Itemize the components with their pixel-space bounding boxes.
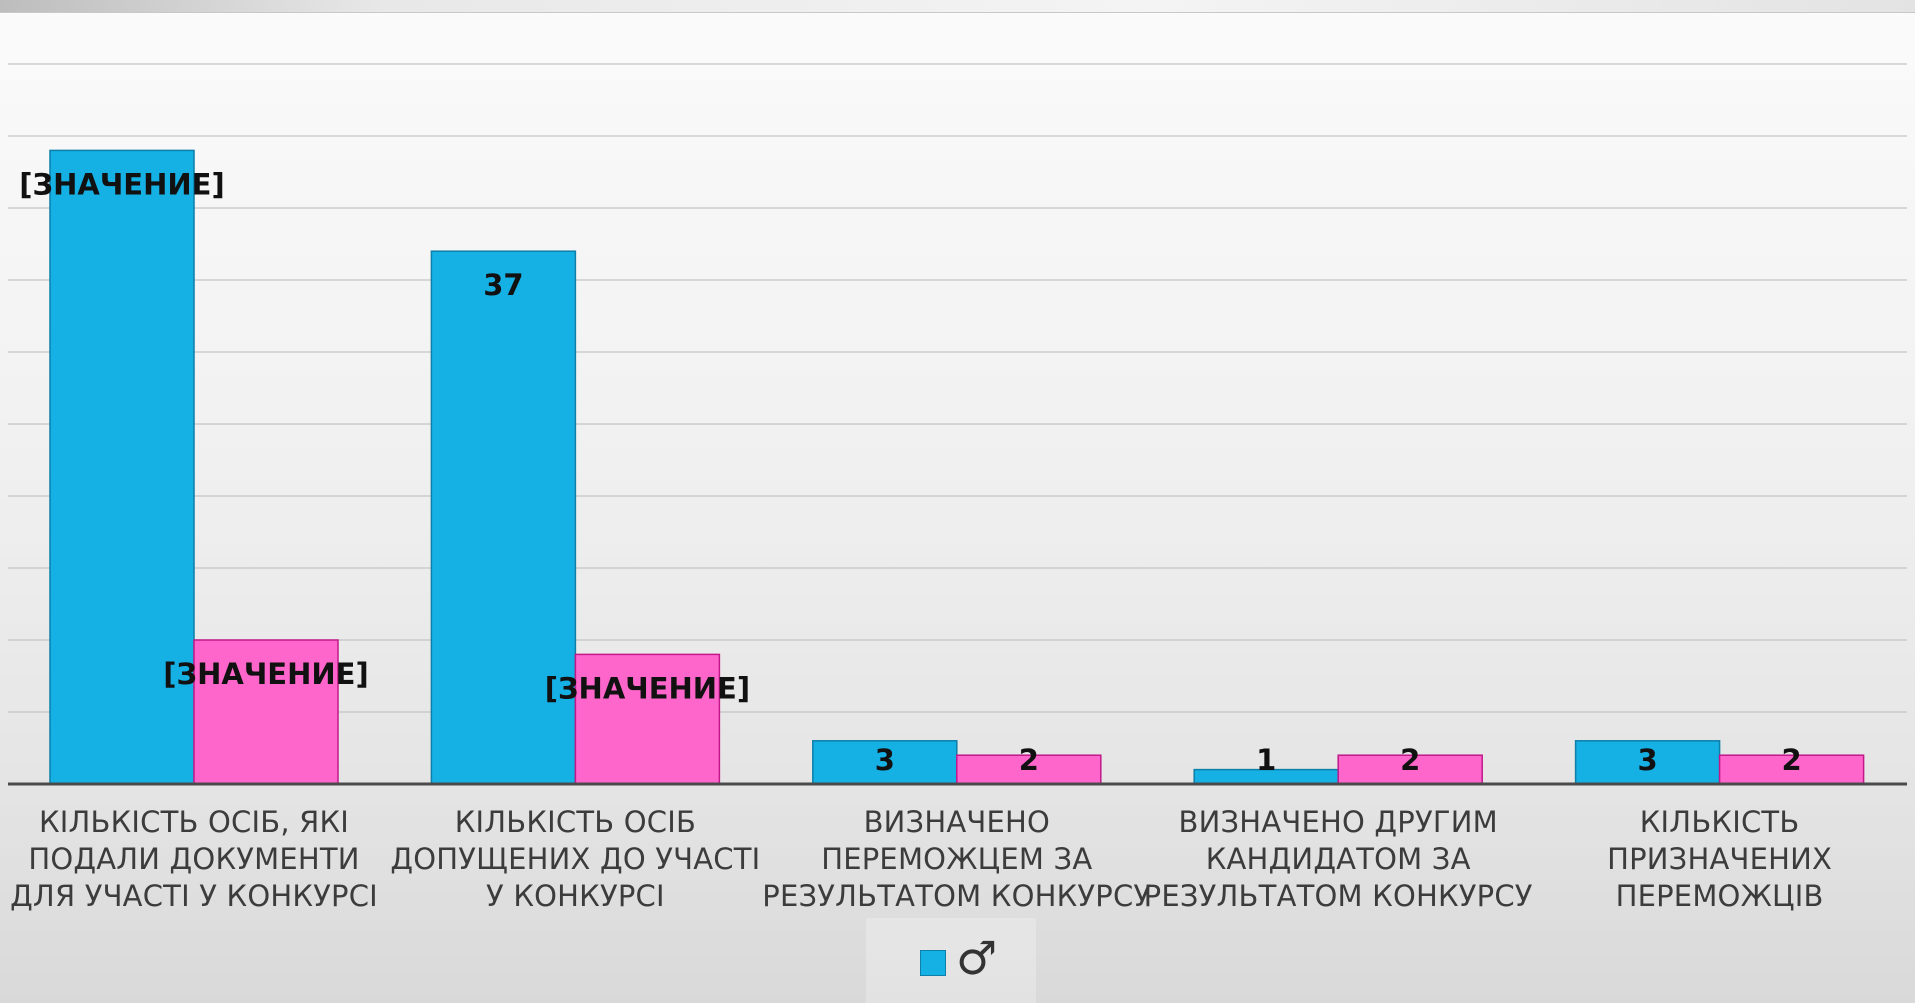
bar-female-4 [1718, 754, 1865, 785]
data-label-male-1: 37 [483, 268, 523, 302]
data-label-male-3: 1 [1256, 743, 1276, 777]
legend: ♂ [866, 918, 1036, 1003]
bar-male-1 [430, 250, 577, 785]
bar-male-0 [49, 149, 195, 785]
data-label-female-4: 2 [1782, 743, 1802, 777]
category-label-4: КІЛЬКІСТЬ ПРИЗНАЧЕНИХ ПЕРЕМОЖЦІВ [1607, 805, 1833, 913]
data-label-male-4: 3 [1638, 743, 1658, 777]
data-label-female-2: 2 [1019, 743, 1039, 777]
data-label-male-2: 3 [875, 743, 895, 777]
bar-female-3 [1337, 754, 1483, 785]
data-label-female-1: [ЗНАЧЕНИЕ] [545, 671, 750, 705]
data-label-female-0: [ЗНАЧЕНИЕ] [163, 657, 368, 691]
category-label-2: ВИЗНАЧЕНО ПЕРЕМОЖЦЕМ ЗА РЕЗУЛЬТАТОМ КОНК… [762, 805, 1152, 913]
category-label-1: КІЛЬКІСТЬ ОСІБ ДОПУЩЕНИХ ДО УЧАСТІ У КОН… [390, 805, 761, 913]
category-label-0: КІЛЬКІСТЬ ОСІБ, ЯКІ ПОДАЛИ ДОКУМЕНТИ ДЛЯ… [10, 805, 378, 913]
legend-label: ♂ [956, 931, 998, 985]
bar-female-1 [574, 653, 721, 785]
data-label-male-0: [ЗНАЧЕНИЕ] [19, 167, 224, 201]
top-strip [0, 0, 1915, 13]
bar-male-4 [1574, 740, 1721, 785]
legend-swatch [920, 950, 946, 976]
data-label-female-3: 2 [1400, 743, 1420, 777]
category-label-3: ВИЗНАЧЕНО ДРУГИМ КАНДИДАТОМ ЗА РЕЗУЛЬТАТ… [1143, 805, 1533, 913]
